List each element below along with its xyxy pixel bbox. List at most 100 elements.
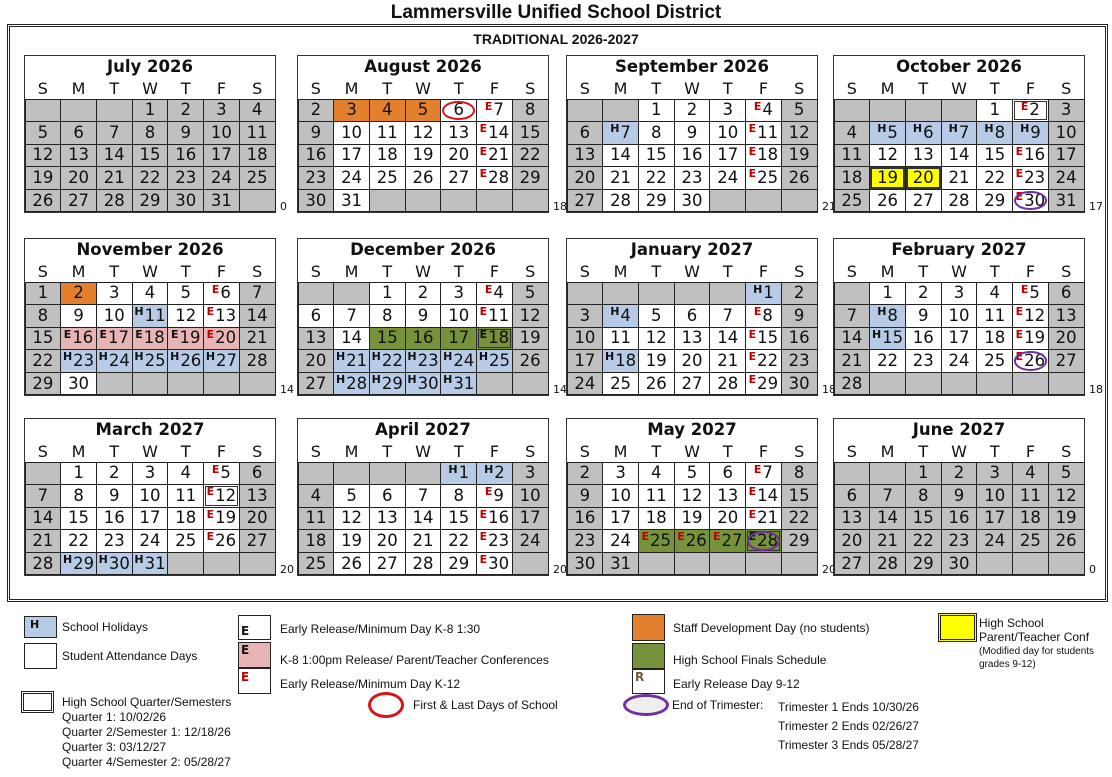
month-title: September 2026 bbox=[615, 57, 769, 76]
early-release-mark: E bbox=[753, 99, 762, 113]
day-number: 23 bbox=[73, 351, 95, 371]
day-number: 17 bbox=[108, 328, 130, 348]
day-number: 10 bbox=[984, 485, 1006, 505]
day-cell: 29 bbox=[904, 551, 942, 576]
day-number: 29 bbox=[645, 190, 667, 210]
day-number: 14 bbox=[103, 145, 125, 165]
day-cell: 26 bbox=[1047, 529, 1085, 553]
day-cell: 15 bbox=[368, 326, 406, 351]
day-cell: 16 bbox=[566, 506, 604, 531]
day-cell: 20 bbox=[1047, 326, 1085, 351]
early-release-mark: E bbox=[1015, 167, 1024, 181]
day-cell: 27 bbox=[238, 529, 276, 553]
day-number: 5 bbox=[37, 122, 49, 142]
day-number: 28 bbox=[246, 351, 268, 371]
day-number: 6 bbox=[1060, 283, 1072, 303]
day-cell: 29 bbox=[440, 551, 478, 576]
day-number: 10 bbox=[448, 305, 470, 325]
hs-conf-note1: (Modified day for students bbox=[979, 646, 1095, 657]
day-number: 7 bbox=[493, 100, 504, 120]
day-number: 18 bbox=[645, 508, 667, 528]
empty-cell bbox=[203, 551, 240, 576]
month-september-2026: September 2026 S M T W T F S 1 2 3 E 4 5 6 H 7 8 9 10 E 11 12 1… bbox=[566, 55, 818, 213]
day-cell: 2 bbox=[404, 281, 442, 306]
day-number: 3 bbox=[1060, 100, 1072, 120]
early-release-mark: E bbox=[99, 327, 108, 341]
day-number: 22 bbox=[519, 145, 541, 165]
weekday-label: M bbox=[71, 79, 86, 98]
day-number: 15 bbox=[788, 485, 810, 505]
day-cell: 27 bbox=[368, 551, 406, 576]
month-november-2026: November 2026 S M T W T F S 1 2 3 4 5 E 6 7 8 9 10 H 11 12 E 13… bbox=[24, 238, 276, 396]
early-release-mark: E bbox=[484, 282, 493, 296]
trimester-end-circle-icon bbox=[747, 531, 780, 551]
day-number: 14 bbox=[246, 305, 268, 325]
school-day-count: 14 bbox=[553, 383, 567, 396]
quarter-swatch bbox=[21, 691, 54, 713]
early-release-mark: E bbox=[748, 372, 757, 386]
weekday-label: T bbox=[382, 79, 393, 98]
day-number: 18 bbox=[175, 508, 197, 528]
day-cell: 19 bbox=[673, 506, 711, 531]
day-number: 29 bbox=[519, 168, 541, 188]
day-number: 13 bbox=[1055, 305, 1077, 325]
month-title: June 2027 bbox=[912, 420, 1006, 439]
day-number: 4 bbox=[846, 122, 858, 142]
day-cell: 15 bbox=[131, 143, 169, 168]
day-cell: 26 bbox=[511, 349, 549, 373]
day-number: 2 bbox=[953, 463, 965, 483]
day-number: 19 bbox=[681, 508, 703, 528]
day-number: 8 bbox=[73, 485, 84, 505]
month-title: May 2027 bbox=[647, 420, 737, 439]
weekday-label: T bbox=[651, 442, 662, 461]
empty-cell bbox=[566, 281, 604, 306]
day-number: 26 bbox=[341, 553, 363, 573]
day-number: 15 bbox=[139, 145, 161, 165]
day-number: 9 bbox=[493, 485, 504, 505]
day-cell: 23 bbox=[95, 529, 133, 553]
day-number: 6 bbox=[846, 485, 858, 505]
early-release-mark: E bbox=[1015, 327, 1024, 341]
day-cell: 17 bbox=[333, 143, 370, 168]
day-cell: 11 bbox=[238, 121, 276, 145]
day-cell: 31 bbox=[1047, 188, 1085, 213]
day-number: 30 bbox=[108, 553, 130, 573]
day-cell: 13 bbox=[566, 143, 604, 168]
month-december-2026: December 2026 S M T W T F S 1 2 3 E 4 5 6 7 8 9 10 E 11 12 13 1… bbox=[297, 238, 549, 396]
day-cell: 14 bbox=[833, 326, 871, 351]
day-cell: 16 bbox=[780, 326, 818, 351]
day-number: 2 bbox=[918, 283, 929, 303]
day-grid: H 1 H 2 3 4 5 6 7 8 E 9 10 11 12 13 14 15 E 16 17 18 19 20 21 22 E… bbox=[297, 461, 549, 576]
day-number: 4 bbox=[382, 100, 393, 120]
day-cell: 10 bbox=[976, 484, 1014, 508]
day-cell: 9 bbox=[940, 484, 978, 508]
quarter-4: Quarter 4/Semester 2: 05/28/27 bbox=[62, 755, 231, 769]
day-number: 21 bbox=[610, 168, 632, 188]
day-number: 7 bbox=[846, 305, 858, 325]
day-cell: 21 bbox=[602, 166, 639, 190]
day-number: 23 bbox=[175, 168, 197, 188]
day-cell: 10 bbox=[131, 484, 169, 508]
day-number: 4 bbox=[620, 305, 631, 325]
day-cell: E 17 bbox=[95, 326, 133, 351]
holiday-mark: H bbox=[371, 350, 381, 364]
legend-early-k12: Early Release/Minimum Day K-12 bbox=[280, 677, 461, 691]
day-number: 12 bbox=[681, 485, 703, 505]
day-number: 18 bbox=[1019, 508, 1041, 528]
day-cell: H 29 bbox=[60, 551, 97, 576]
legend-finals: High School Finals Schedule bbox=[673, 653, 827, 667]
empty-cell bbox=[709, 188, 747, 213]
day-cell: E 28 bbox=[745, 529, 782, 553]
day-cell: 10 bbox=[333, 121, 370, 145]
day-cell: 12 bbox=[511, 304, 549, 328]
day-number: 9 bbox=[180, 122, 191, 142]
weekday-label: T bbox=[651, 262, 662, 281]
day-cell: 3 bbox=[95, 281, 133, 306]
day-cell: 8 bbox=[904, 484, 942, 508]
day-cell: 20 bbox=[709, 506, 747, 531]
weekday-label: T bbox=[722, 442, 733, 461]
